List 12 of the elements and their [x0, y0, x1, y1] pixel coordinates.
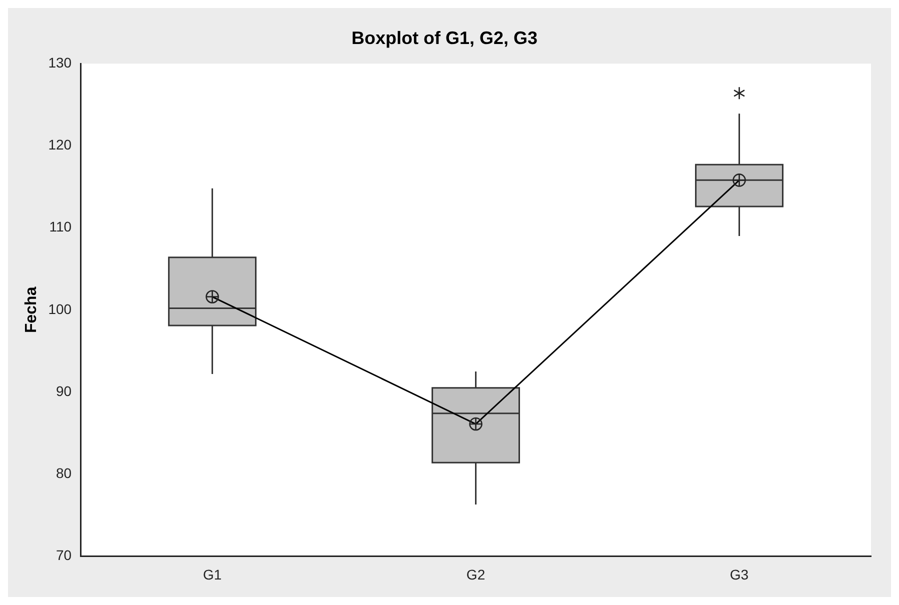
x-tick-label: G3 [730, 566, 749, 582]
x-tick-label: G1 [202, 566, 222, 582]
y-axis-title: Fecha [23, 286, 40, 334]
chart-title: Boxplot of G1, G2, G3 [351, 28, 538, 48]
y-tick-label: 90 [56, 382, 72, 399]
y-tick-label: 80 [56, 464, 72, 481]
y-tick-label: 130 [48, 54, 72, 70]
y-tick-label: 70 [56, 547, 72, 564]
y-tick-label: 100 [48, 300, 72, 317]
y-tick-label: 120 [48, 136, 72, 153]
y-tick-label: 110 [49, 218, 72, 235]
x-tick-label: G2 [466, 566, 486, 582]
